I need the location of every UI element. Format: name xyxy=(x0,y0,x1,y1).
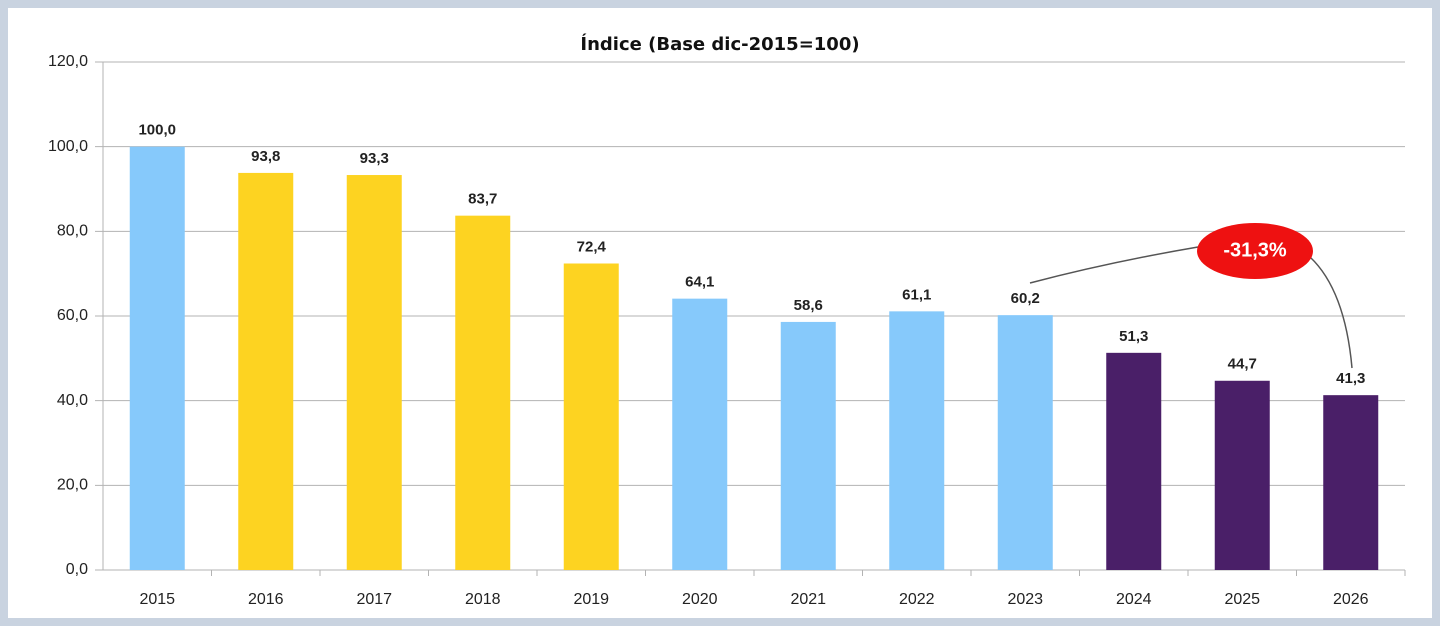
x-tick-label: 2017 xyxy=(356,591,392,608)
y-tick-label: 20,0 xyxy=(57,477,88,494)
y-tick-label: 60,0 xyxy=(57,307,88,324)
x-tick-label: 2024 xyxy=(1116,591,1152,608)
value-label: 58,6 xyxy=(794,297,823,314)
bar xyxy=(346,175,402,570)
bar xyxy=(455,215,511,571)
value-label: 93,8 xyxy=(251,148,280,165)
bar xyxy=(1323,395,1379,570)
x-tick-label: 2021 xyxy=(790,591,826,608)
bar xyxy=(1214,380,1270,570)
bar xyxy=(997,315,1053,570)
value-label: 83,7 xyxy=(468,191,497,208)
value-label: 41,3 xyxy=(1336,370,1365,387)
value-label: 44,7 xyxy=(1228,356,1257,373)
value-label: 60,2 xyxy=(1011,290,1040,307)
value-label: 93,3 xyxy=(360,150,389,167)
bar xyxy=(672,298,728,570)
annotation-badge xyxy=(1197,223,1313,279)
bar xyxy=(780,321,836,570)
value-label: 64,1 xyxy=(685,274,714,291)
y-tick-label: 120,0 xyxy=(48,53,88,70)
value-label: 61,1 xyxy=(902,286,931,303)
annotation-connector xyxy=(1309,256,1353,369)
x-tick-label: 2016 xyxy=(248,591,284,608)
x-tick-label: 2022 xyxy=(899,591,935,608)
x-tick-label: 2015 xyxy=(139,591,175,608)
value-label: 72,4 xyxy=(577,238,607,255)
x-tick-label: 2020 xyxy=(682,591,718,608)
plot-area: 0,0 20,0 40,0 60,0 80,0 100,0 120,0 2015 100,0 20… xyxy=(48,53,1406,608)
bar xyxy=(238,172,294,570)
bar xyxy=(1106,352,1162,570)
annotation-connector xyxy=(1029,246,1199,284)
y-tick-label: 80,0 xyxy=(57,223,88,240)
x-tick-label: 2019 xyxy=(573,591,609,608)
annotation: -31,3% xyxy=(1029,223,1353,369)
x-tick-label: 2018 xyxy=(465,591,501,608)
y-tick-label: 100,0 xyxy=(48,138,88,155)
y-tick-label: 40,0 xyxy=(57,392,88,409)
bar xyxy=(563,263,619,570)
chart-title: Índice (Base dic-2015=100) xyxy=(580,33,859,55)
value-label: 51,3 xyxy=(1119,328,1148,345)
value-label: 100,0 xyxy=(138,122,176,139)
x-tick-label: 2026 xyxy=(1333,591,1369,608)
annotation-text: -31,3% xyxy=(1223,239,1287,261)
bar xyxy=(889,311,945,570)
x-tick-label: 2023 xyxy=(1007,591,1043,608)
y-tick-label: 0,0 xyxy=(66,561,88,578)
x-tick-label: 2025 xyxy=(1224,591,1260,608)
bar xyxy=(129,146,185,570)
